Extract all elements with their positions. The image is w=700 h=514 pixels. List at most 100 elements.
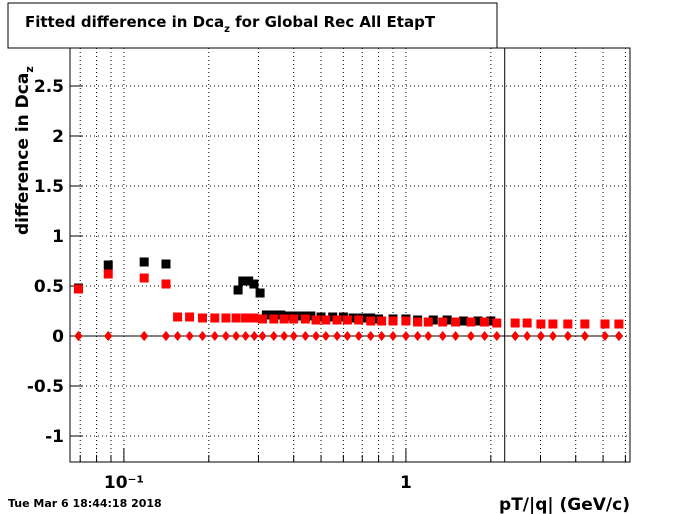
y-tick-label: 2.5 (34, 77, 64, 97)
square-marker (614, 319, 624, 329)
square-marker (173, 312, 183, 322)
diamond-marker (438, 331, 447, 341)
square-marker (466, 317, 476, 327)
diamond-marker (280, 331, 289, 341)
diamond-marker (104, 331, 113, 341)
square-marker (249, 313, 259, 323)
square-marker (255, 288, 265, 298)
square-marker (233, 285, 243, 295)
diamond-marker (269, 331, 278, 341)
title-box (7, 2, 498, 49)
square-marker (510, 318, 520, 328)
y-tick-label: -0.5 (27, 377, 64, 397)
plot-area: -1 -0.5 0 0.5 1 1.5 2 2.5 10⁻¹ 1 (27, 47, 631, 493)
chart-title: Fitted difference in Dcaz for Global Rec… (25, 13, 436, 35)
y-tick-label: 2 (52, 127, 64, 147)
square-marker (486, 316, 496, 326)
square-marker (139, 273, 149, 283)
ylabel-sub: z (23, 66, 36, 72)
square-marker (377, 316, 387, 326)
diamond-marker (401, 331, 410, 341)
diamond-marker (366, 331, 375, 341)
diamond-marker (343, 331, 352, 341)
diamond-marker (333, 331, 342, 341)
y-axis-label: difference in Dcaz (13, 66, 36, 235)
square-marker (428, 315, 438, 325)
diamond-marker (413, 331, 422, 341)
square-marker (342, 315, 352, 325)
square-marker (161, 279, 171, 289)
diamond-marker (424, 331, 433, 341)
square-marker (198, 313, 208, 323)
square-marker (423, 317, 433, 327)
square-marker (492, 318, 502, 328)
ylabel-text: difference in Dca (13, 73, 33, 235)
y-tick-label: -1 (45, 427, 64, 447)
diamond-marker (232, 331, 241, 341)
diamond-marker (221, 331, 230, 341)
x-tick-label: 10⁻¹ (104, 473, 144, 493)
diamond-marker (548, 331, 557, 341)
square-marker (210, 313, 220, 323)
diamond-marker (140, 331, 149, 341)
diamond-marker (210, 331, 219, 341)
square-marker (366, 316, 376, 326)
square-marker (451, 317, 461, 327)
square-marker (279, 314, 289, 324)
square-marker (231, 313, 241, 323)
square-marker (238, 276, 248, 286)
square-marker (473, 316, 483, 326)
diamond-marker (492, 331, 501, 341)
square-marker (316, 312, 326, 322)
diamond-marker (198, 331, 207, 341)
diamond-marker (601, 331, 610, 341)
diamond-marker (321, 331, 330, 341)
square-marker (185, 312, 195, 322)
y-tick-label: 0.5 (34, 277, 64, 297)
square-marker (311, 315, 321, 325)
square-marker (563, 319, 573, 329)
diamond-marker (250, 331, 259, 341)
diamond-marker (312, 331, 321, 341)
square-marker (103, 269, 113, 279)
square-marker (73, 284, 83, 294)
x-axis-label: pT/|q| (GeV/c) (499, 495, 630, 514)
diamond-marker (614, 331, 623, 341)
square-marker (348, 313, 358, 323)
square-marker (401, 316, 411, 326)
diamond-marker (289, 331, 298, 341)
square-marker (139, 257, 149, 267)
square-marker (388, 316, 398, 326)
square-marker (249, 279, 259, 289)
y-tick-label: 0 (52, 327, 64, 347)
diamond-marker (185, 331, 194, 341)
square-marker (321, 315, 331, 325)
date-stamp: Tue Mar 6 18:44:18 2018 (8, 497, 162, 510)
square-marker (244, 276, 254, 286)
diamond-marker (74, 331, 83, 341)
square-marker (354, 315, 364, 325)
diamond-marker (563, 331, 572, 341)
diamond-marker (536, 331, 545, 341)
y-tick-label: 1.5 (34, 177, 64, 197)
x-tick-label: 1 (400, 473, 412, 493)
diamond-marker (511, 331, 520, 341)
diamond-marker (523, 331, 532, 341)
title-text: Fitted difference in Dca (25, 13, 224, 31)
plot-frame (69, 47, 631, 463)
diamond-marker (258, 331, 267, 341)
title-after: for Global Rec All EtapT (230, 13, 436, 31)
diamond-marker (580, 331, 589, 341)
square-marker (289, 314, 299, 324)
diamond-marker (451, 331, 460, 341)
square-marker (300, 314, 310, 324)
y-tick-label: 1 (52, 227, 64, 247)
square-marker (103, 260, 113, 270)
square-marker (580, 319, 590, 329)
square-marker (269, 314, 279, 324)
square-marker (161, 259, 171, 269)
square-marker (522, 318, 532, 328)
square-marker (306, 311, 316, 321)
square-marker (480, 317, 490, 327)
